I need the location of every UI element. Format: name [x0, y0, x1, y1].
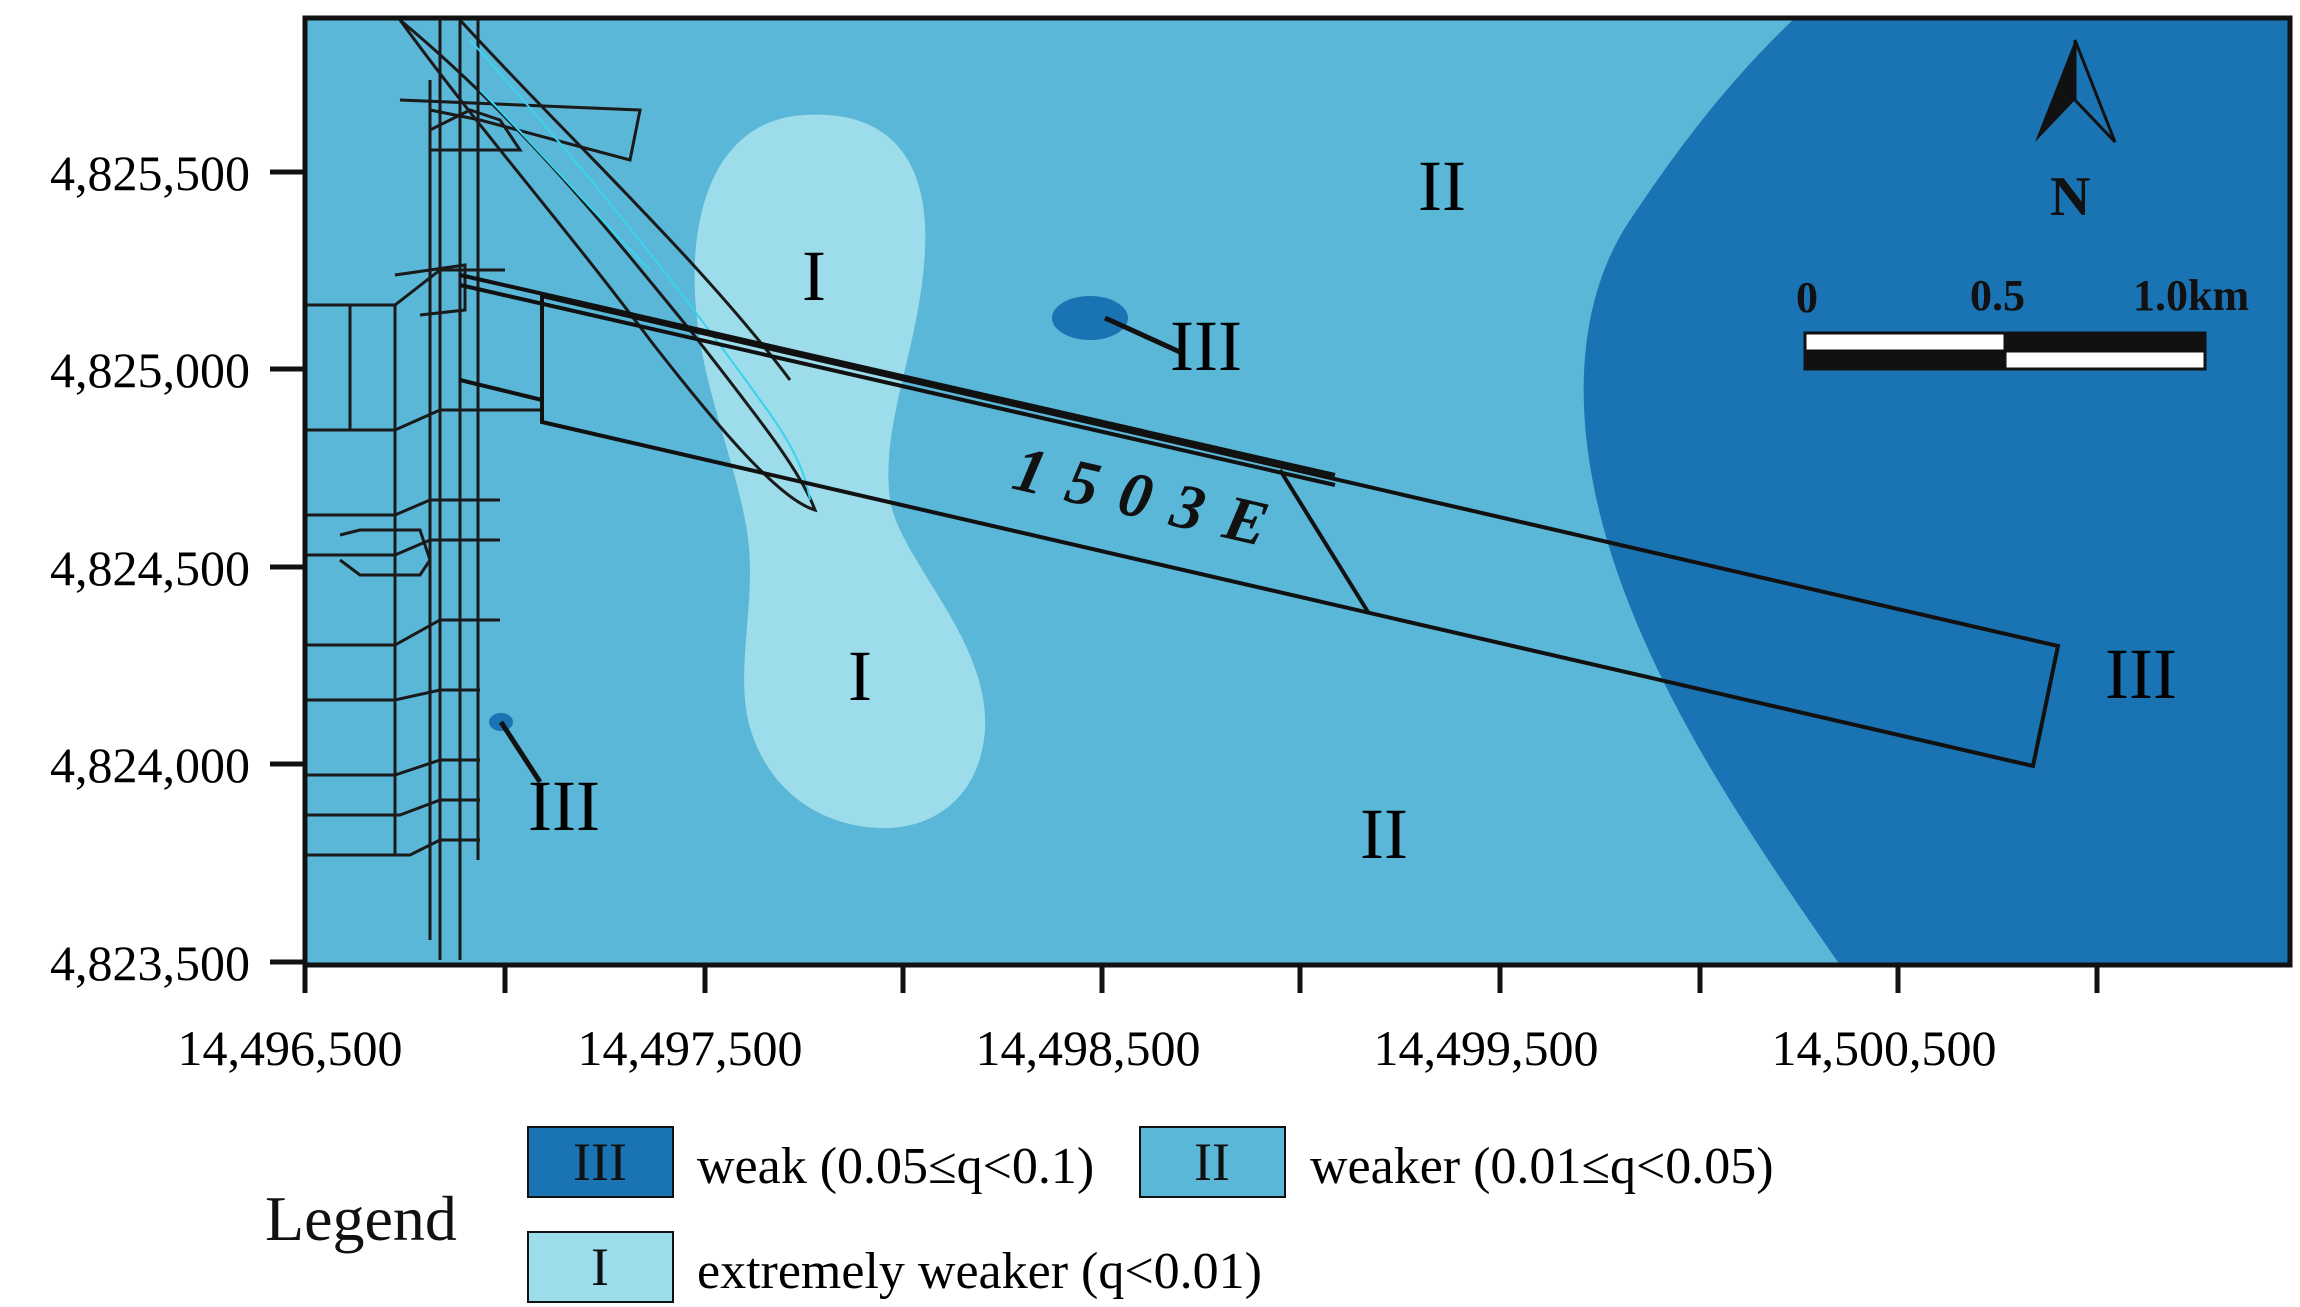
scale-label-mid: 0.5	[1970, 271, 2025, 320]
legend-text-ii: weaker (0.01≤q<0.05)	[1310, 1138, 1774, 1195]
legend-text-iii: weak (0.05≤q<0.1)	[697, 1138, 1094, 1195]
y-tick-label: 4,825,500	[50, 145, 250, 201]
zone-label-ii-bottom: II	[1360, 794, 1408, 874]
y-tick-label: 4,824,500	[50, 540, 250, 596]
scale-label-0: 0	[1796, 273, 1818, 322]
y-tick-label: 4,824,000	[50, 737, 250, 793]
legend-symbol-iii: III	[573, 1132, 627, 1192]
mine-workings	[305, 18, 818, 960]
zone-iii-area	[1583, 18, 2290, 965]
x-tick-label: 14,498,500	[976, 1020, 1201, 1076]
legend-swatch-ii	[1139, 1126, 1286, 1198]
leader-line-left	[498, 720, 543, 784]
x-tick-label: 14,499,500	[1374, 1020, 1599, 1076]
y-axis-ticks	[270, 169, 305, 965]
north-arrow-icon	[2035, 39, 2117, 144]
scale-label-end: 1.0km	[2133, 271, 2249, 320]
legend-symbol-i: I	[591, 1237, 609, 1297]
x-tick-label: 14,497,500	[578, 1020, 803, 1076]
x-tick-label: 14,496,500	[178, 1020, 403, 1076]
zone-label-iii-right: III	[2105, 634, 2177, 714]
north-label: N	[2050, 166, 2090, 228]
zone-label-i-lower: I	[848, 636, 872, 716]
scale-bar	[1803, 331, 2207, 371]
x-tick-label: 14,500,500	[1772, 1020, 1997, 1076]
zone-label-ii-top: II	[1418, 146, 1466, 226]
legend-text-i: extremely weaker (q<0.01)	[697, 1243, 1262, 1300]
mine-workings-blue	[469, 39, 811, 501]
y-tick-label: 4,825,000	[50, 342, 250, 398]
zone-label-iii-patch: III	[1170, 306, 1242, 386]
zone-iii-patch-center	[1052, 296, 1128, 340]
zone-label-i-upper: I	[802, 236, 826, 316]
x-axis-ticks	[302, 965, 2100, 993]
legend-title: Legend	[265, 1183, 457, 1254]
legend-swatch-iii	[527, 1126, 674, 1198]
working-panel-1503e	[459, 273, 2061, 769]
leader-line-patch	[1103, 315, 1182, 355]
zone-i-area	[694, 114, 986, 829]
legend-symbol-ii: II	[1194, 1132, 1230, 1192]
legend-swatch-i	[527, 1231, 674, 1303]
y-tick-label: 4,823,500	[50, 935, 250, 991]
